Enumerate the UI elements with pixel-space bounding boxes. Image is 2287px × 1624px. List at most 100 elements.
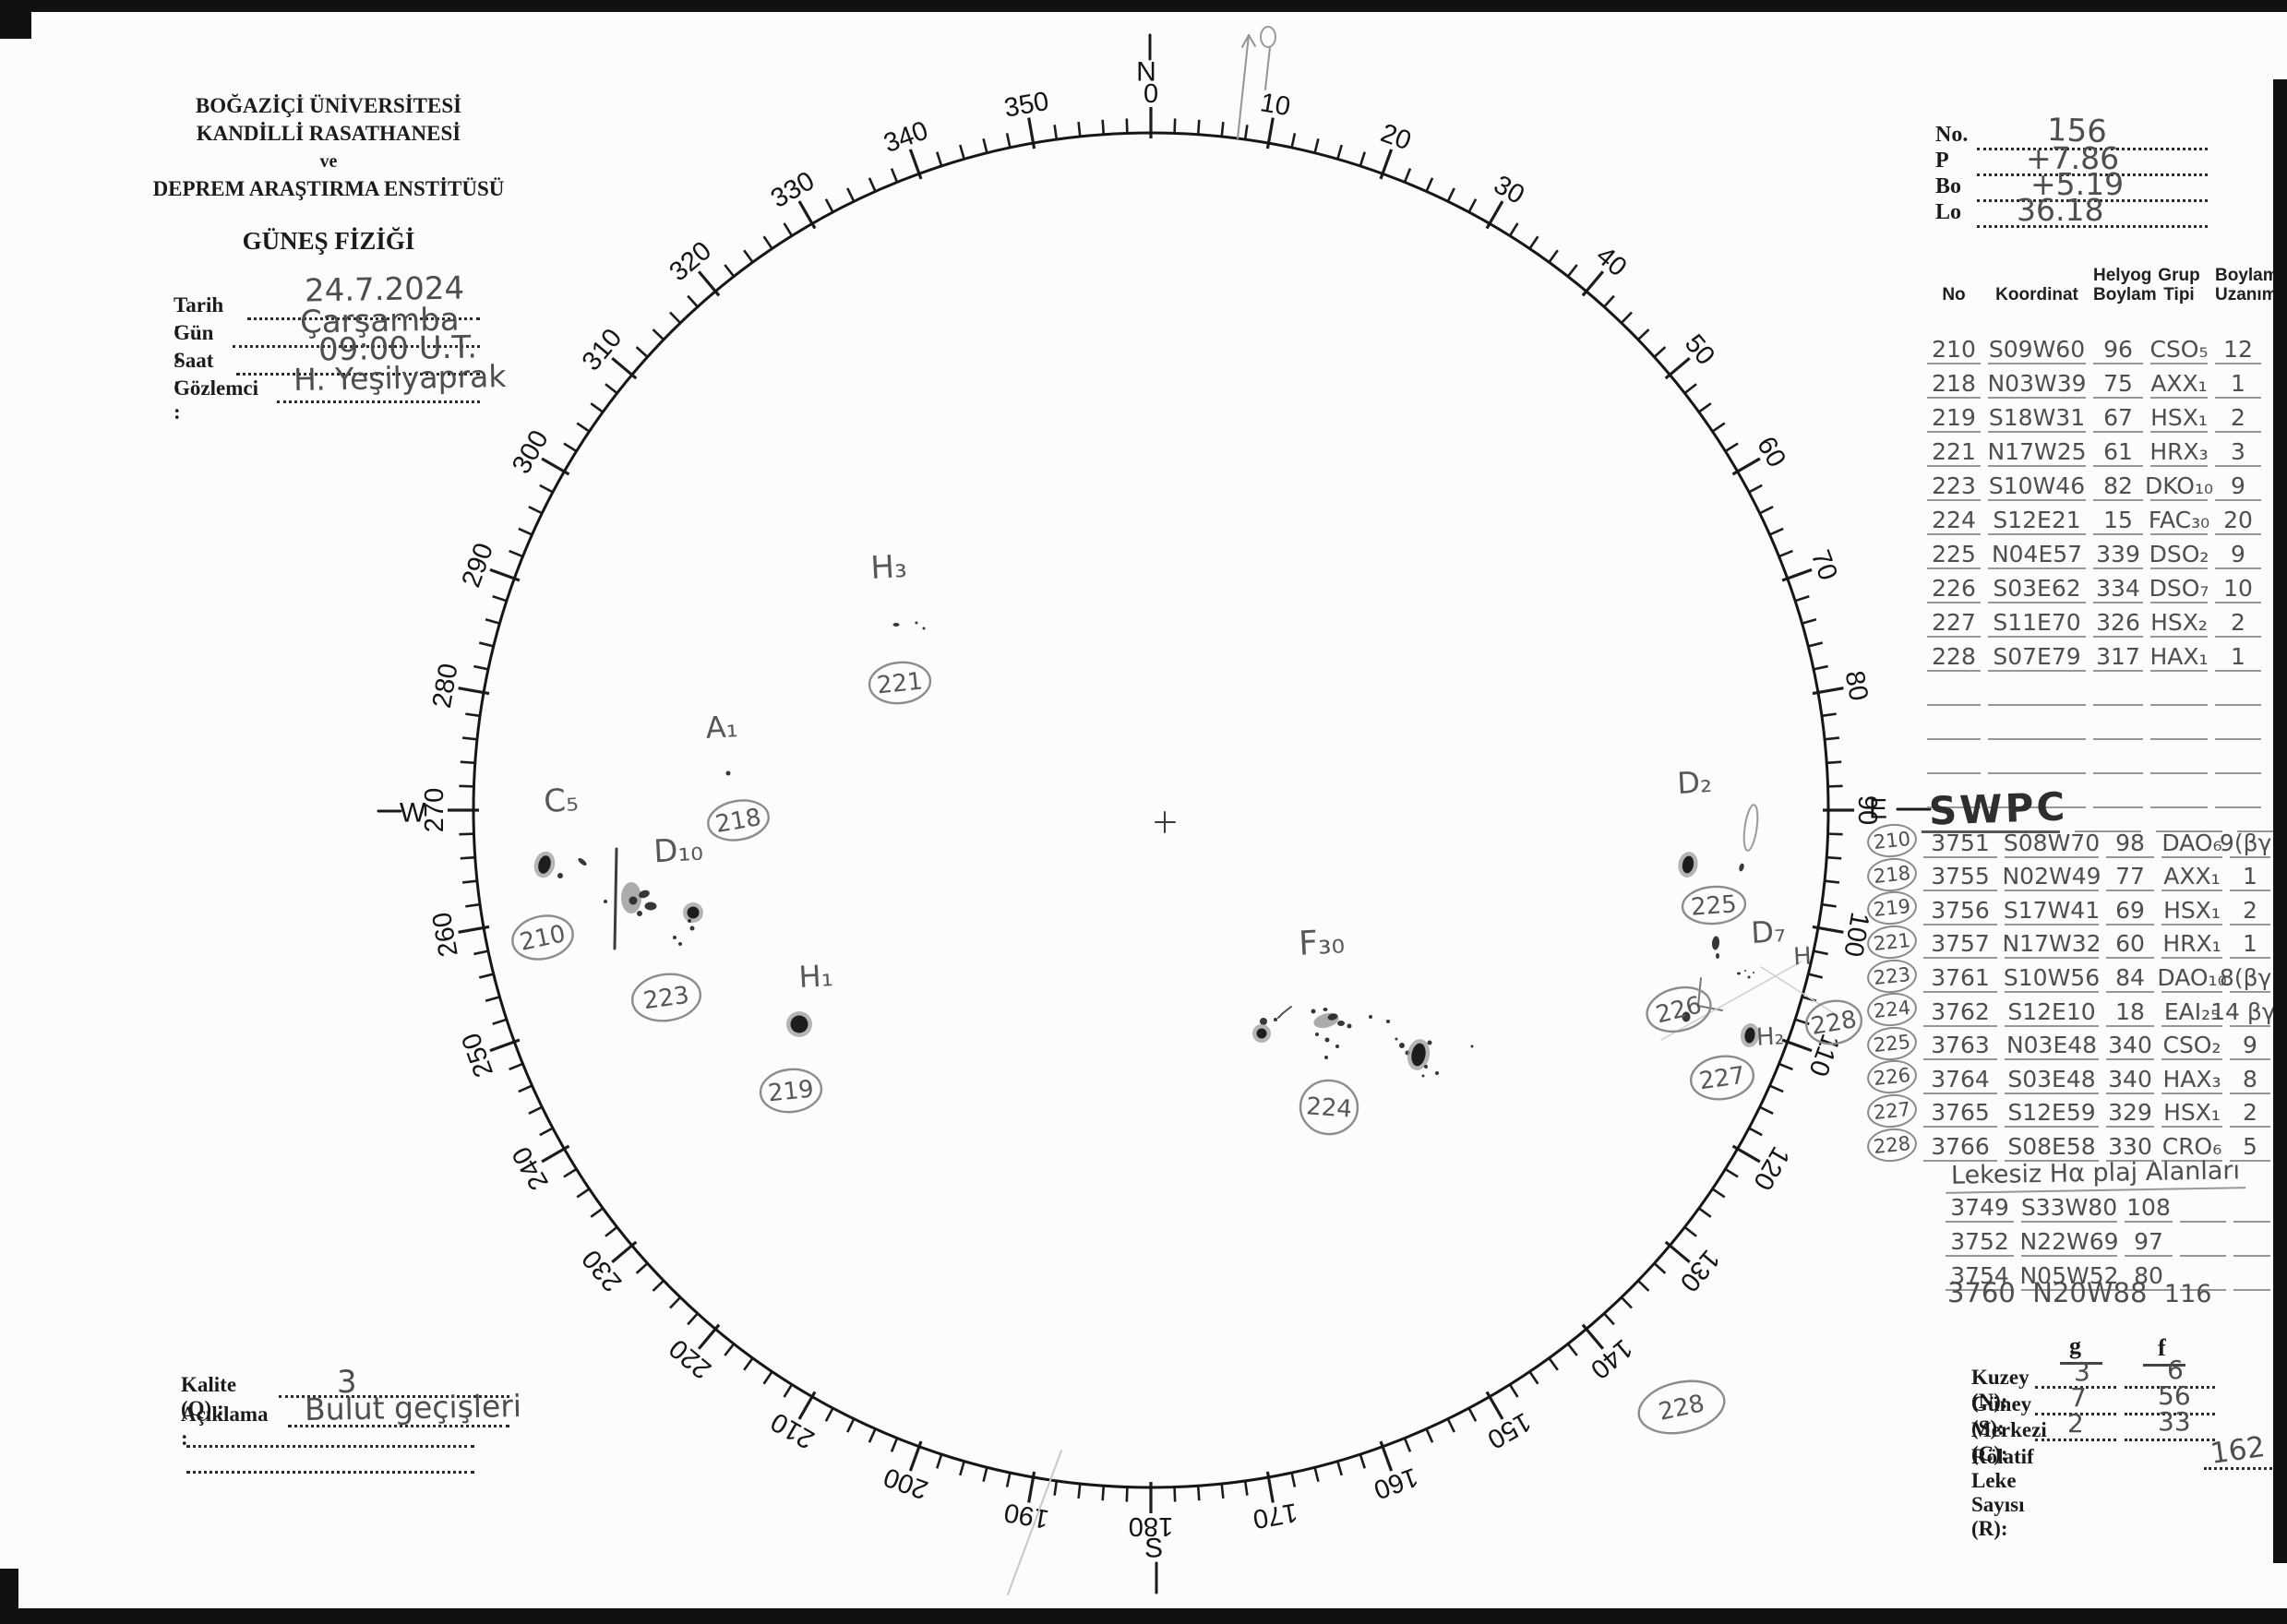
degree-tick bbox=[1313, 1466, 1320, 1483]
degree-tick bbox=[492, 595, 508, 603]
degree-tick bbox=[1637, 1279, 1650, 1292]
kandilli-header-line1: Boylam. bbox=[2215, 266, 2283, 285]
cell-noaa-number: 3755 bbox=[1931, 863, 1990, 890]
cell-no: 219 bbox=[1932, 404, 1976, 431]
group-classification-label: C₅ bbox=[543, 782, 579, 820]
f-column-underline bbox=[2143, 1364, 2185, 1367]
cell-noaa-number: 3752 bbox=[1950, 1228, 2009, 1255]
quality-label: Kalite (Q) : bbox=[181, 1373, 237, 1420]
cell-helyog: 97 bbox=[2134, 1228, 2163, 1255]
cell-koordinat: S18W31 bbox=[1988, 404, 2086, 431]
sunspot bbox=[1753, 972, 1754, 973]
degree-tick bbox=[1698, 402, 1712, 413]
swpc-table-row: 210 3751 S08W70 98 DAO₆ 9(βγ) bbox=[1865, 821, 2281, 861]
central-f-value: 33 bbox=[2158, 1406, 2191, 1437]
degree-tick bbox=[1778, 1062, 1793, 1071]
cell-uzanim: 12 bbox=[2223, 336, 2253, 363]
cell-koordinat: S03E62 bbox=[1993, 575, 2081, 602]
cell-koordinat: S03E48 bbox=[2007, 1065, 2096, 1093]
sunspot bbox=[629, 896, 638, 905]
degree-tick bbox=[652, 1279, 665, 1292]
kandilli-table-row: 221 N17W25 61 HRX₃ 3 bbox=[1927, 433, 2261, 467]
degree-tick bbox=[669, 311, 682, 324]
cell-noaa-number: 3761 bbox=[1931, 963, 1990, 991]
degree-tick bbox=[1359, 1453, 1366, 1469]
degree-label: 250 bbox=[456, 1029, 499, 1081]
cell-helyog: 84 bbox=[2115, 963, 2145, 991]
sunspot bbox=[1323, 1008, 1328, 1011]
cell-noaa-number: 3749 bbox=[1950, 1194, 2009, 1221]
degree-tick bbox=[563, 442, 578, 453]
cell-uzanim: 1 bbox=[2243, 863, 2257, 890]
date-line bbox=[247, 317, 480, 320]
degree-tick bbox=[824, 198, 834, 213]
cell-grup: AXX₁ bbox=[2150, 370, 2208, 397]
kandilli-table-row: 225 N04E57 339 DSO₂ 9 bbox=[1927, 535, 2261, 569]
sunspot-group-oval bbox=[630, 973, 702, 1022]
degree-tick bbox=[1336, 144, 1343, 160]
cell-grup: DAO₁₀ bbox=[2157, 963, 2227, 991]
cell-grup: CSO₅ bbox=[2149, 336, 2209, 363]
cell-helyog: 82 bbox=[2103, 472, 2133, 499]
cell-uzanim: 1 bbox=[2231, 370, 2245, 397]
kandilli-table-row: 218 N03W39 75 AXX₁ 1 bbox=[1927, 364, 2261, 399]
group-classification-label: H₂ bbox=[1755, 1022, 1785, 1052]
cell-koordinat: S10W56 bbox=[2003, 963, 2101, 991]
degree-tick bbox=[1290, 133, 1297, 149]
degree-tick bbox=[1724, 1167, 1739, 1178]
degree-tick bbox=[652, 328, 665, 341]
degree-tick bbox=[1313, 137, 1320, 154]
cell-no: 210 bbox=[1932, 336, 1976, 363]
kandilli-table-row: 210 S09W60 96 CSO₅ 12 bbox=[1927, 330, 2261, 364]
degree-tick bbox=[1698, 1207, 1712, 1218]
degree-label: 90 bbox=[1852, 795, 1882, 825]
degree-tick bbox=[1101, 119, 1106, 135]
cell-grup: HSX₂ bbox=[2150, 609, 2208, 636]
cell-uzanim: 8(βγ) bbox=[2219, 963, 2281, 991]
degree-tick bbox=[1778, 549, 1793, 558]
bo-value: +5.19 bbox=[2030, 166, 2125, 202]
cell-uzanim: 3 bbox=[2231, 438, 2245, 465]
degree-tick bbox=[1821, 902, 1837, 908]
degree-tick bbox=[1548, 249, 1559, 263]
north-f-line bbox=[2125, 1386, 2215, 1389]
swpc-table-row: 227 3765 S12E59 329 HSX₁ 2 bbox=[1865, 1092, 2270, 1130]
kandilli-empty-row bbox=[1927, 740, 2261, 774]
degree-tick bbox=[1683, 1225, 1697, 1237]
sunspot bbox=[673, 936, 677, 939]
scan-corner-topleft bbox=[0, 0, 31, 39]
sunspot bbox=[1311, 1009, 1316, 1014]
remarks-line bbox=[288, 1425, 509, 1427]
cell-helyog: 116 bbox=[2163, 1280, 2212, 1308]
kandilli-header-line2: Boylam bbox=[2093, 285, 2157, 304]
degree-tick bbox=[590, 1207, 604, 1218]
degree-tick bbox=[1603, 294, 1615, 308]
degree-tick bbox=[1548, 1357, 1559, 1371]
observer-line bbox=[277, 400, 480, 403]
cell-uzanim: 2 bbox=[2231, 609, 2245, 636]
degree-tick bbox=[459, 784, 474, 788]
sunspot bbox=[604, 900, 607, 903]
cell-koordinat: N17W25 bbox=[1987, 438, 2087, 465]
plage-row: 3752 N22W69 97 bbox=[1946, 1223, 2270, 1257]
degree-tick bbox=[1467, 1407, 1478, 1422]
sunspot bbox=[639, 890, 650, 899]
degree-tick bbox=[605, 383, 618, 395]
sunspot-group-oval bbox=[1299, 1079, 1359, 1136]
swpc-table-row: 221 3757 N17W32 60 HRX₁ 1 bbox=[1865, 923, 2270, 961]
g-column-underline bbox=[2060, 1362, 2102, 1365]
cell-koordinat: N03E48 bbox=[2006, 1032, 2098, 1059]
cell-noaa-number: 3766 bbox=[1931, 1132, 1990, 1160]
sunspot bbox=[637, 911, 642, 916]
degree-tick bbox=[783, 1383, 794, 1398]
central-g-line bbox=[2035, 1439, 2116, 1441]
degree-tick bbox=[459, 832, 474, 836]
cell-uzanim: 5 bbox=[2243, 1132, 2257, 1160]
cell-uzanim: 2 bbox=[2243, 896, 2257, 924]
cell-uzanim: 1 bbox=[2243, 930, 2257, 958]
oval-group-number: 221 bbox=[876, 667, 925, 699]
kandilli-header-cell: Helyog Boylam bbox=[2093, 266, 2157, 304]
degree-tick bbox=[762, 235, 773, 250]
cell-koordinat: S17W41 bbox=[2003, 896, 2101, 924]
